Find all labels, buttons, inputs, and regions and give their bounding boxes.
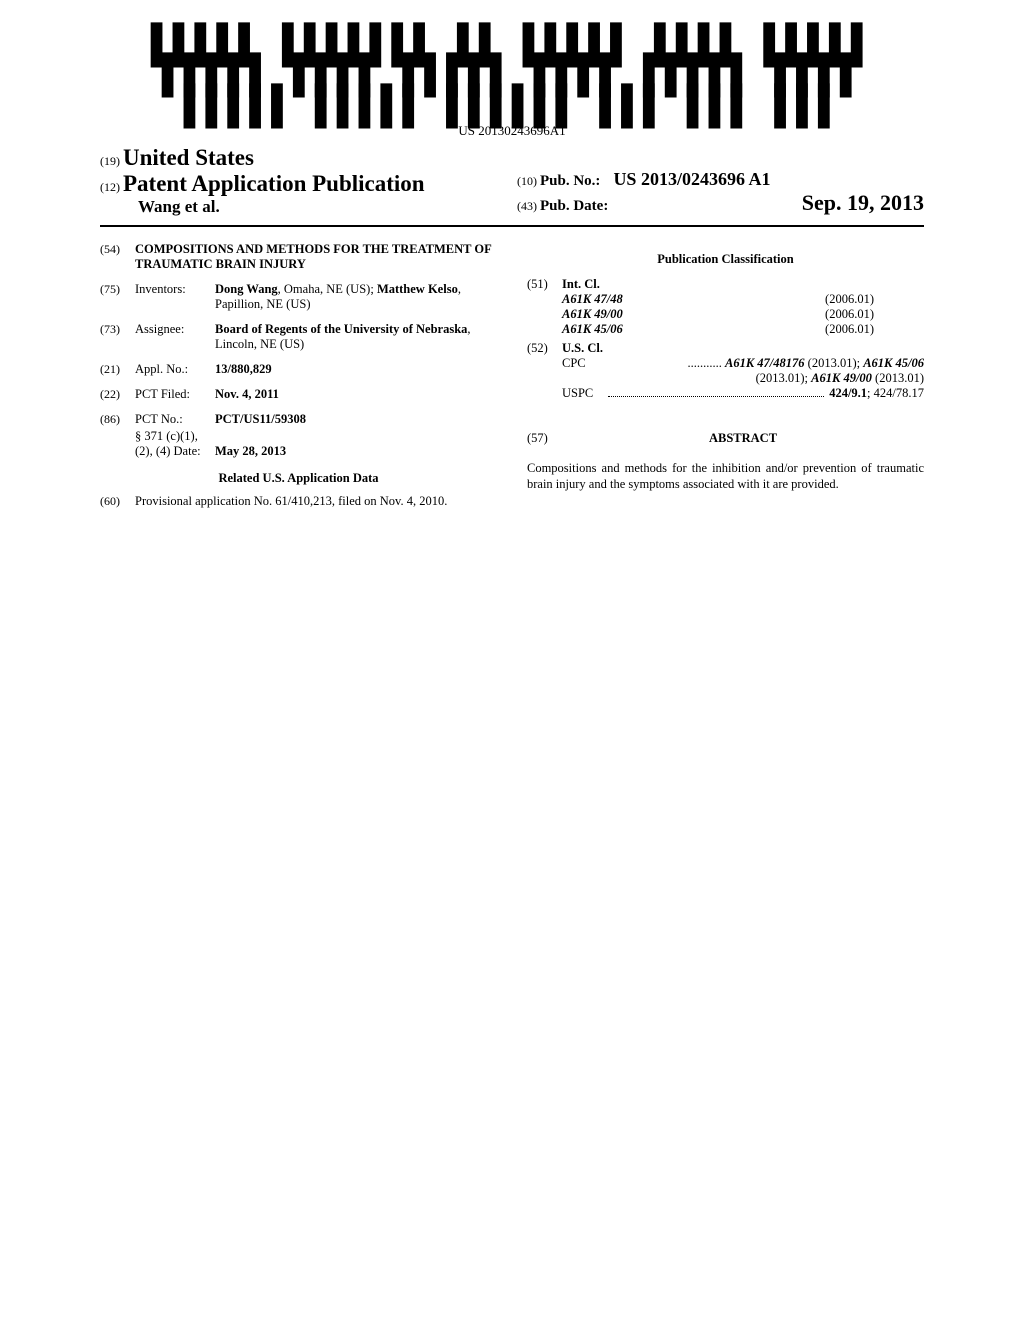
pct-filed-value: Nov. 4, 2011 xyxy=(215,387,497,402)
assignee-name: Board of Regents of the University of Ne… xyxy=(215,322,467,336)
appl-value: 13/880,829 xyxy=(215,362,497,377)
barcode: ▌▌▌▌▌ ▌▌▌▌▌▌▌ ▌▌ ▌▌▌▌▌ ▌▌▌▌ ▌▌▌▌▌ ▌▌▌▌▌ … xyxy=(100,30,924,139)
inventor-2-name: Matthew Kelso xyxy=(377,282,458,296)
related-heading: Related U.S. Application Data xyxy=(100,471,497,486)
intcl-code-1: A61K 49/00 xyxy=(562,307,682,322)
uspc-line: USPC 424/9.1; 424/78.17 xyxy=(562,386,924,401)
pct-no-row: (86) PCT No.: PCT/US11/59308 xyxy=(100,412,497,427)
pub-type-line: (12) Patent Application Publication xyxy=(100,171,507,197)
header-right: (10) Pub. No.: US 2013/0243696 A1 (43) P… xyxy=(507,145,924,217)
cpc-code-3: A61K 49/00 xyxy=(811,371,872,385)
pub-no-line: (10) Pub. No.: US 2013/0243696 A1 xyxy=(517,169,924,190)
pct-no-value: PCT/US11/59308 xyxy=(215,412,497,427)
uspc-rest: ; 424/78.17 xyxy=(867,386,924,400)
barcode-lines: ▌▌▌▌▌ ▌▌▌▌▌▌▌ ▌▌ ▌▌▌▌▌ ▌▌▌▌ ▌▌▌▌▌ ▌▌▌▌▌ … xyxy=(100,30,924,121)
s371-value: May 28, 2013 xyxy=(215,444,497,459)
appl-row: (21) Appl. No.: 13/880,829 xyxy=(100,362,497,377)
cpc-code-1: A61K 47/48176 xyxy=(725,356,805,370)
s371-label2: (2), (4) Date: xyxy=(135,444,215,459)
assignee-num: (73) xyxy=(100,322,135,337)
abstract-text: Compositions and methods for the inhibit… xyxy=(527,461,924,492)
assignee-value: Board of Regents of the University of Ne… xyxy=(215,322,497,352)
title-num: (54) xyxy=(100,242,135,257)
pub-date-prefix: (43) xyxy=(517,199,537,213)
pub-date: Sep. 19, 2013 xyxy=(802,190,924,216)
pub-no-prefix: (10) xyxy=(517,174,537,188)
uspc-bold: 424/9.1 xyxy=(829,386,867,400)
inventors-row: (75) Inventors: Dong Wang, Omaha, NE (US… xyxy=(100,282,497,312)
inventors-label: Inventors: xyxy=(135,282,215,297)
cpc-code-2: A61K 45/06 xyxy=(863,356,924,370)
provisional-row: (60) Provisional application No. 61/410,… xyxy=(100,494,497,509)
uscl-label: U.S. Cl. xyxy=(562,341,603,356)
pub-type-prefix: (12) xyxy=(100,180,120,194)
assignee-row: (73) Assignee: Board of Regents of the U… xyxy=(100,322,497,352)
abstract-num: (57) xyxy=(527,431,562,446)
intcl-label: Int. Cl. xyxy=(562,277,600,292)
intcl-row-0: A61K 47/48 (2006.01) xyxy=(527,292,924,307)
title: COMPOSITIONS AND METHODS FOR THE TREATME… xyxy=(135,242,497,272)
pct-filed-label: PCT Filed: xyxy=(135,387,215,402)
s371-row-1: § 371 (c)(1), xyxy=(100,429,497,444)
inventor-1-loc: , Omaha, NE (US); xyxy=(278,282,374,296)
patent-page: ▌▌▌▌▌ ▌▌▌▌▌▌▌ ▌▌ ▌▌▌▌▌ ▌▌▌▌ ▌▌▌▌▌ ▌▌▌▌▌ … xyxy=(0,0,1024,549)
abstract-heading: ABSTRACT xyxy=(562,431,924,446)
intcl-row-2: A61K 45/06 (2006.01) xyxy=(527,322,924,337)
cpc-suffix-3: (2013.01) xyxy=(872,371,924,385)
inventors-value: Dong Wang, Omaha, NE (US); Matthew Kelso… xyxy=(215,282,497,312)
intcl-year-1: (2006.01) xyxy=(825,307,874,322)
country: United States xyxy=(123,145,254,170)
s371-row-2: (2), (4) Date: May 28, 2013 xyxy=(100,444,497,459)
appl-num: (21) xyxy=(100,362,135,377)
pub-no-label: Pub. No.: xyxy=(540,173,600,189)
pub-date-line: (43) Pub. Date: Sep. 19, 2013 xyxy=(517,190,924,216)
intcl-code-0: A61K 47/48 xyxy=(562,292,682,307)
s371-label1: § 371 (c)(1), xyxy=(135,429,215,444)
pct-no-num: (86) xyxy=(100,412,135,427)
pct-no-label: PCT No.: xyxy=(135,412,215,427)
uspc-label: USPC xyxy=(562,386,593,401)
intcl-code-2: A61K 45/06 xyxy=(562,322,682,337)
authors: Wang et al. xyxy=(138,197,507,217)
barcode-area: ▌▌▌▌▌ ▌▌▌▌▌▌▌ ▌▌ ▌▌▌▌▌ ▌▌▌▌ ▌▌▌▌▌ ▌▌▌▌▌ … xyxy=(100,30,924,140)
intcl-year-0: (2006.01) xyxy=(825,292,874,307)
cpc-line-1: CPC ........... A61K 47/48176 (2013.01);… xyxy=(562,356,924,371)
uspc-value: 424/9.1; 424/78.17 xyxy=(829,386,924,401)
pct-filed-row: (22) PCT Filed: Nov. 4, 2011 xyxy=(100,387,497,402)
uscl-header: (52) U.S. Cl. xyxy=(527,341,924,356)
inventor-1-name: Dong Wang xyxy=(215,282,278,296)
header: (19) United States (12) Patent Applicati… xyxy=(100,145,924,227)
provisional-num: (60) xyxy=(100,494,135,509)
uscl-num: (52) xyxy=(527,341,562,356)
intcl-num: (51) xyxy=(527,277,562,292)
inventors-num: (75) xyxy=(100,282,135,297)
pub-no: US 2013/0243696 A1 xyxy=(613,169,770,189)
intcl-section: (51) Int. Cl. A61K 47/48 (2006.01) A61K … xyxy=(527,277,924,337)
cpc-label: CPC xyxy=(562,356,586,371)
pct-filed-num: (22) xyxy=(100,387,135,402)
uscl-section: (52) U.S. Cl. CPC ........... A61K 47/48… xyxy=(527,341,924,401)
pub-date-label: Pub. Date: xyxy=(540,198,608,214)
country-prefix: (19) xyxy=(100,154,120,168)
intcl-header: (51) Int. Cl. xyxy=(527,277,924,292)
pub-type: Patent Application Publication xyxy=(123,171,425,196)
main-content: (54) COMPOSITIONS AND METHODS FOR THE TR… xyxy=(100,242,924,519)
provisional-text: Provisional application No. 61/410,213, … xyxy=(135,494,497,509)
title-row: (54) COMPOSITIONS AND METHODS FOR THE TR… xyxy=(100,242,497,272)
intcl-row-1: A61K 49/00 (2006.01) xyxy=(527,307,924,322)
cpc-prefix-3: (2013.01); xyxy=(756,371,812,385)
abstract-header: (57) ABSTRACT xyxy=(527,431,924,446)
classification-heading: Publication Classification xyxy=(527,252,924,267)
appl-label: Appl. No.: xyxy=(135,362,215,377)
cpc-suffix-1: (2013.01); xyxy=(805,356,864,370)
uspc-dots xyxy=(608,386,824,397)
header-left: (19) United States (12) Patent Applicati… xyxy=(100,145,507,217)
intcl-year-2: (2006.01) xyxy=(825,322,874,337)
assignee-label: Assignee: xyxy=(135,322,215,337)
pub-date-left: (43) Pub. Date: xyxy=(517,198,608,215)
right-column: Publication Classification (51) Int. Cl.… xyxy=(527,242,924,519)
cpc-line-2: (2013.01); A61K 49/00 (2013.01) xyxy=(562,371,924,386)
country-line: (19) United States xyxy=(100,145,507,171)
left-column: (54) COMPOSITIONS AND METHODS FOR THE TR… xyxy=(100,242,497,519)
